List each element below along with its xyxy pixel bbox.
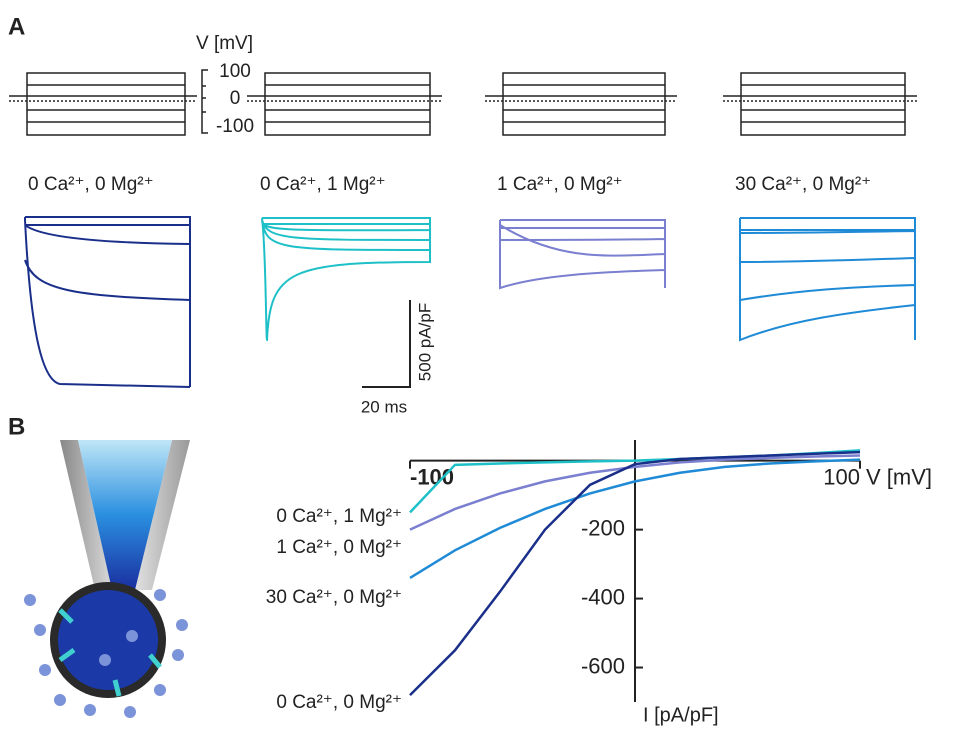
series-label: 0 Ca²⁺, 0 Mg²⁺ [276,692,402,713]
protocol-box [503,73,665,135]
cell-illustration [24,440,190,718]
y-tick-label: -600 [581,653,625,678]
series-label: 0 Ca²⁺, 1 Mg²⁺ [276,506,402,527]
condition-label: 30 Ca²⁺, 0 Mg²⁺ [735,174,871,195]
voltage-tick-label: 0 [230,88,241,109]
protocol-box [741,73,905,135]
series-label: 1 Ca²⁺, 0 Mg²⁺ [276,537,402,558]
y-axis-label: I [pA/pF] [643,704,719,726]
current-traces [25,217,915,387]
voltage-tick-label: 100 [219,61,251,82]
protocol-box [27,73,185,135]
panel-label: B [8,413,25,440]
condition-label: 0 Ca²⁺, 0 Mg²⁺ [28,174,154,195]
scale-bar-x-label: 20 ms [361,397,407,416]
figure: A V [mV] 100 0 -100 0 Ca²⁺, 0 Mg²⁺ 0 Ca²… [0,0,971,730]
voltage-scale [202,70,208,133]
y-tick-label: -200 [581,515,625,540]
condition-label: 0 Ca²⁺, 1 Mg²⁺ [260,174,386,195]
condition-label: 1 Ca²⁺, 0 Mg²⁺ [497,174,623,195]
voltage-protocols [9,73,917,135]
voltage-tick-label: -100 [216,116,254,137]
x-tick-label: 100 [823,464,860,489]
panel-label: A [8,13,25,40]
scale-bar [362,300,410,387]
scale-bar-y-label: 500 pA/pF [415,303,434,381]
x-axis-label: V [mV] [866,464,932,489]
voltage-axis-label: V [mV] [196,33,253,54]
series-label: 30 Ca²⁺, 0 Mg²⁺ [266,587,402,608]
x-tick-label: -100 [410,464,454,489]
protocol-box [265,73,430,135]
y-tick-label: -400 [581,584,625,609]
